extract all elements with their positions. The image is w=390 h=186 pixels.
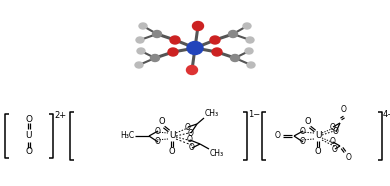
Text: O: O	[300, 137, 306, 147]
Text: 2+: 2+	[54, 111, 66, 120]
Text: U: U	[169, 132, 175, 140]
Ellipse shape	[137, 48, 145, 54]
Ellipse shape	[187, 41, 203, 54]
Text: U: U	[26, 132, 32, 140]
Ellipse shape	[243, 23, 251, 29]
Ellipse shape	[139, 23, 147, 29]
Text: O: O	[155, 137, 161, 147]
Ellipse shape	[210, 36, 220, 44]
Ellipse shape	[151, 54, 160, 62]
Text: 4−: 4−	[383, 110, 390, 119]
Text: O: O	[25, 147, 32, 156]
Text: O: O	[332, 145, 338, 153]
Text: O: O	[330, 123, 336, 132]
Text: O: O	[333, 127, 339, 137]
Text: CH₃: CH₃	[210, 148, 224, 158]
Text: O: O	[315, 147, 321, 156]
Text: O: O	[341, 105, 347, 115]
Text: O: O	[305, 118, 311, 126]
Ellipse shape	[193, 22, 204, 31]
Ellipse shape	[245, 48, 253, 54]
Text: O: O	[159, 118, 165, 126]
Ellipse shape	[247, 62, 255, 68]
Text: O: O	[330, 137, 336, 147]
Text: O: O	[187, 135, 193, 145]
Text: O: O	[189, 144, 195, 153]
Ellipse shape	[230, 54, 239, 62]
Ellipse shape	[136, 37, 144, 43]
Text: H₃C: H₃C	[120, 132, 134, 140]
Ellipse shape	[246, 37, 254, 43]
Ellipse shape	[186, 65, 197, 75]
Text: U: U	[315, 132, 321, 140]
Text: O: O	[188, 129, 194, 137]
Text: O: O	[275, 132, 281, 140]
Text: O: O	[346, 153, 352, 161]
Text: O: O	[155, 126, 161, 135]
Text: O: O	[169, 147, 176, 156]
Text: O: O	[185, 123, 191, 132]
Text: 1−: 1−	[248, 110, 260, 119]
Text: O: O	[300, 126, 306, 135]
Ellipse shape	[229, 31, 238, 38]
Ellipse shape	[168, 48, 178, 56]
Text: O: O	[25, 116, 32, 124]
Ellipse shape	[170, 36, 180, 44]
Ellipse shape	[152, 31, 161, 38]
Ellipse shape	[135, 62, 143, 68]
Ellipse shape	[212, 48, 222, 56]
Text: CH₃: CH₃	[205, 110, 219, 118]
